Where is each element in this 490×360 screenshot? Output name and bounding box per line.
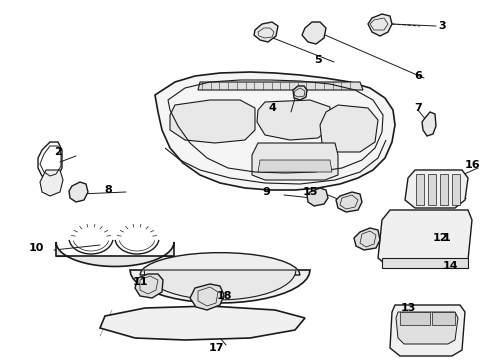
Polygon shape [190,284,224,310]
Polygon shape [416,174,424,205]
Polygon shape [378,210,472,268]
Text: 6: 6 [414,71,422,81]
Text: 11: 11 [132,277,148,287]
Polygon shape [432,312,455,325]
Polygon shape [258,160,332,172]
Polygon shape [293,86,307,100]
Polygon shape [396,312,458,344]
Polygon shape [254,22,278,42]
Text: 4: 4 [268,103,276,113]
Polygon shape [390,305,465,356]
Text: 14: 14 [442,261,458,271]
Polygon shape [130,270,310,303]
Polygon shape [144,270,296,300]
Polygon shape [302,22,326,44]
Polygon shape [135,274,163,298]
Polygon shape [452,174,460,205]
Text: 16: 16 [464,160,480,170]
Text: 12: 12 [432,233,448,243]
Polygon shape [336,192,362,212]
Polygon shape [354,228,380,250]
Polygon shape [100,306,305,340]
Polygon shape [440,174,448,205]
Polygon shape [307,188,328,206]
Polygon shape [198,82,363,90]
Polygon shape [40,170,63,196]
Polygon shape [140,253,300,275]
Text: 5: 5 [314,55,322,65]
Text: 1: 1 [443,233,451,243]
Polygon shape [400,312,430,325]
Text: 3: 3 [438,21,446,31]
Polygon shape [405,170,468,208]
Text: 13: 13 [400,303,416,313]
Text: 10: 10 [28,243,44,253]
Polygon shape [257,100,330,140]
Polygon shape [155,72,395,190]
Polygon shape [69,182,88,202]
Polygon shape [56,242,174,266]
Text: 17: 17 [208,343,224,353]
Polygon shape [252,143,338,180]
Text: 7: 7 [414,103,422,113]
Text: 2: 2 [54,147,62,157]
Polygon shape [320,105,378,152]
Polygon shape [422,112,436,136]
Text: 15: 15 [302,187,318,197]
Text: 18: 18 [216,291,232,301]
Polygon shape [428,174,436,205]
Polygon shape [382,258,468,268]
Polygon shape [368,14,392,36]
Polygon shape [170,100,255,143]
Text: 8: 8 [104,185,112,195]
Text: 9: 9 [262,187,270,197]
